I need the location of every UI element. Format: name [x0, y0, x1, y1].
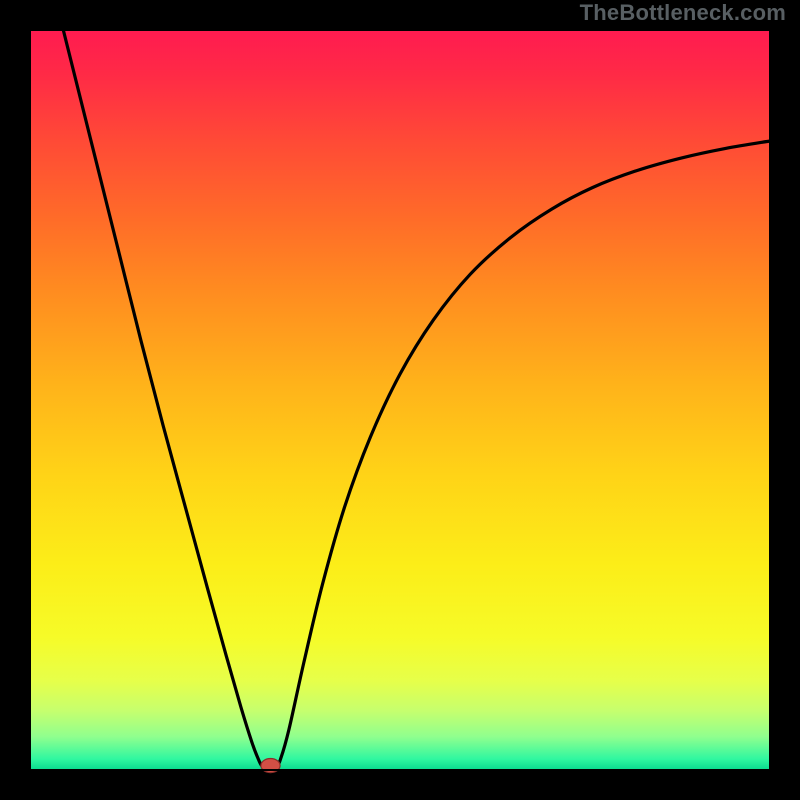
chart-stage: TheBottleneck.com	[0, 0, 800, 800]
watermark-text: TheBottleneck.com	[580, 0, 786, 26]
bottleneck-chart	[0, 0, 800, 800]
plot-area	[30, 30, 770, 770]
